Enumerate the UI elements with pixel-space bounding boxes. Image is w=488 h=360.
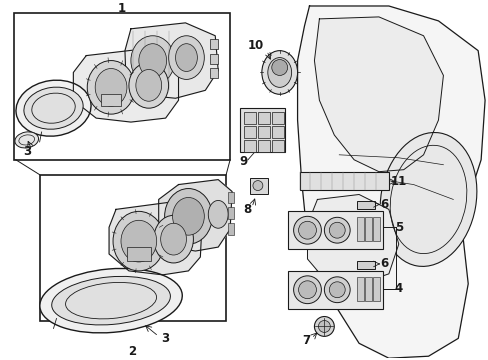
Polygon shape — [307, 194, 398, 284]
Ellipse shape — [328, 282, 345, 298]
Bar — [14, 13, 230, 160]
Bar — [271, 112, 283, 124]
Ellipse shape — [271, 59, 287, 76]
Text: 11: 11 — [390, 175, 406, 188]
Bar — [228, 192, 234, 203]
Ellipse shape — [164, 189, 212, 244]
Text: 3: 3 — [23, 145, 32, 158]
Bar — [372, 217, 379, 241]
Ellipse shape — [293, 216, 321, 244]
Ellipse shape — [318, 320, 329, 332]
Text: 2: 2 — [127, 345, 136, 358]
Text: 5: 5 — [394, 221, 402, 234]
Ellipse shape — [15, 132, 39, 148]
Text: 8: 8 — [243, 203, 251, 216]
Bar — [127, 247, 150, 261]
Polygon shape — [109, 202, 202, 275]
Ellipse shape — [324, 277, 349, 303]
Bar — [365, 217, 371, 241]
Polygon shape — [125, 23, 218, 98]
Ellipse shape — [131, 36, 174, 85]
Ellipse shape — [328, 222, 345, 238]
Bar — [356, 277, 363, 301]
Bar — [244, 126, 255, 138]
Text: 10: 10 — [247, 39, 264, 52]
Text: 7: 7 — [302, 334, 310, 347]
Ellipse shape — [293, 276, 321, 303]
Ellipse shape — [153, 215, 193, 263]
Ellipse shape — [175, 44, 197, 72]
Ellipse shape — [208, 201, 228, 228]
Bar — [356, 202, 374, 210]
Bar — [257, 126, 269, 138]
Ellipse shape — [136, 69, 162, 101]
Ellipse shape — [267, 58, 291, 87]
Bar — [257, 140, 269, 152]
Bar — [240, 108, 284, 152]
Ellipse shape — [121, 220, 156, 262]
Ellipse shape — [161, 223, 186, 255]
Ellipse shape — [113, 211, 164, 271]
Text: 9: 9 — [239, 155, 246, 168]
Bar — [228, 207, 234, 219]
Ellipse shape — [16, 80, 91, 136]
Ellipse shape — [168, 36, 204, 80]
Bar — [210, 39, 218, 49]
Bar — [365, 277, 371, 301]
Polygon shape — [73, 49, 178, 122]
Text: 6: 6 — [379, 257, 387, 270]
Bar — [356, 217, 363, 241]
Polygon shape — [314, 17, 443, 172]
Bar — [101, 94, 121, 106]
Bar — [271, 126, 283, 138]
Ellipse shape — [324, 217, 349, 243]
Bar — [287, 211, 382, 249]
Bar — [271, 140, 283, 152]
Ellipse shape — [380, 132, 476, 266]
Ellipse shape — [262, 51, 297, 94]
Polygon shape — [297, 6, 484, 358]
Text: 4: 4 — [394, 282, 402, 295]
Bar — [287, 271, 382, 309]
Ellipse shape — [298, 221, 316, 239]
Ellipse shape — [172, 198, 204, 235]
Ellipse shape — [24, 87, 83, 129]
Bar — [244, 112, 255, 124]
Ellipse shape — [252, 181, 263, 190]
Ellipse shape — [87, 60, 135, 114]
Ellipse shape — [40, 269, 182, 333]
Bar — [372, 277, 379, 301]
Ellipse shape — [314, 316, 334, 336]
Bar — [228, 223, 234, 235]
Ellipse shape — [52, 276, 170, 325]
Bar — [299, 172, 388, 189]
Ellipse shape — [129, 63, 168, 108]
Bar — [244, 140, 255, 152]
Bar — [210, 54, 218, 63]
Bar — [40, 175, 225, 321]
Bar — [210, 68, 218, 78]
Text: 1: 1 — [118, 3, 126, 15]
Ellipse shape — [298, 281, 316, 299]
Polygon shape — [159, 180, 232, 251]
Text: 3: 3 — [161, 332, 169, 345]
Ellipse shape — [139, 44, 166, 77]
Text: 6: 6 — [379, 198, 387, 211]
Ellipse shape — [95, 68, 127, 106]
Bar — [356, 261, 374, 269]
Bar — [257, 112, 269, 124]
Bar — [249, 177, 267, 194]
